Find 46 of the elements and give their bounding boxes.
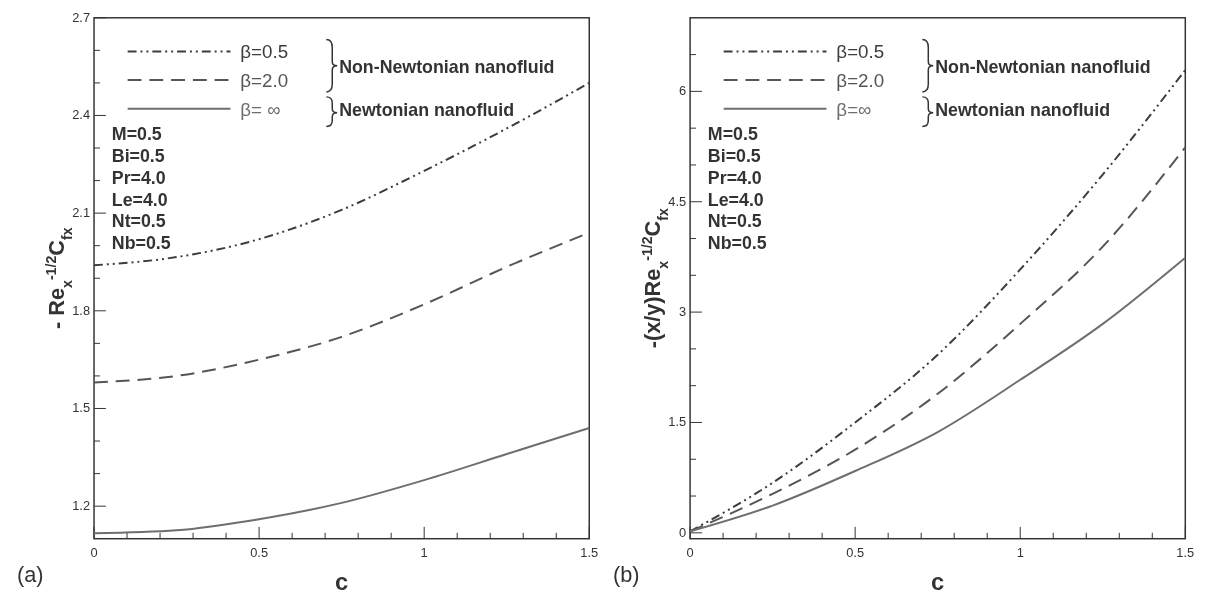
annotation: Newtonian nanofluid [935,99,1111,120]
y-tick-label: 4.5 [668,193,687,209]
y-tick-label: 3 [678,304,687,320]
x-tick-label: 1.5 [1176,544,1195,560]
y-tick-label: 1.2 [72,498,91,514]
annotation: Nb=0.5 [707,233,767,254]
text: β= ∞ [240,98,281,120]
y-tick-label: 1.8 [72,302,91,318]
text: β=2.0 [240,69,289,91]
text: (a) [16,562,44,588]
annotation: Le=4.0 [707,189,764,210]
y-tick-label: 6 [678,83,687,99]
line-series [689,256,1187,533]
x-tick-label: 0.5 [250,544,269,560]
text: β=0.5 [836,41,885,63]
line-series [689,146,1187,533]
annotation: Nt=0.5 [111,211,166,232]
y-tick-label: 1.5 [668,414,687,430]
x-tick-label: 1.5 [580,544,599,560]
x-tick-label: 1 [1016,544,1024,560]
y-tick-label: 2.1 [72,205,91,221]
annotation: M=0.5 [111,124,162,145]
annotation: Le=4.0 [111,189,168,210]
text: β=0.5 [240,41,289,63]
annotation: Bi=0.5 [707,146,761,167]
y-tick-label: 1.5 [72,400,91,416]
annotation: Nb=0.5 [111,233,171,254]
annotation: M=0.5 [707,124,758,145]
y-tick-label: 2.4 [72,107,91,123]
annotation: Pr=4.0 [707,167,762,188]
x-tick-label: 1 [420,544,428,560]
line-series [93,427,591,535]
annotation: Bi=0.5 [111,146,165,167]
annotation: Pr=4.0 [111,167,166,188]
y-tick-label: 2.7 [72,9,91,25]
annotation: Newtonian nanofluid [339,99,515,120]
annotation: Nt=0.5 [707,211,762,232]
annotation: Non-Newtonian nanofluid [339,56,555,77]
x-axis-title: c [335,569,349,596]
text: (b) [612,562,640,588]
text: β=2.0 [836,69,885,91]
annotation: Non-Newtonian nanofluid [935,56,1151,77]
y-tick-label: 0 [678,524,687,540]
x-tick-label: 0.5 [846,544,865,560]
text: β=∞ [836,98,872,120]
x-axis-title: c [931,569,945,596]
